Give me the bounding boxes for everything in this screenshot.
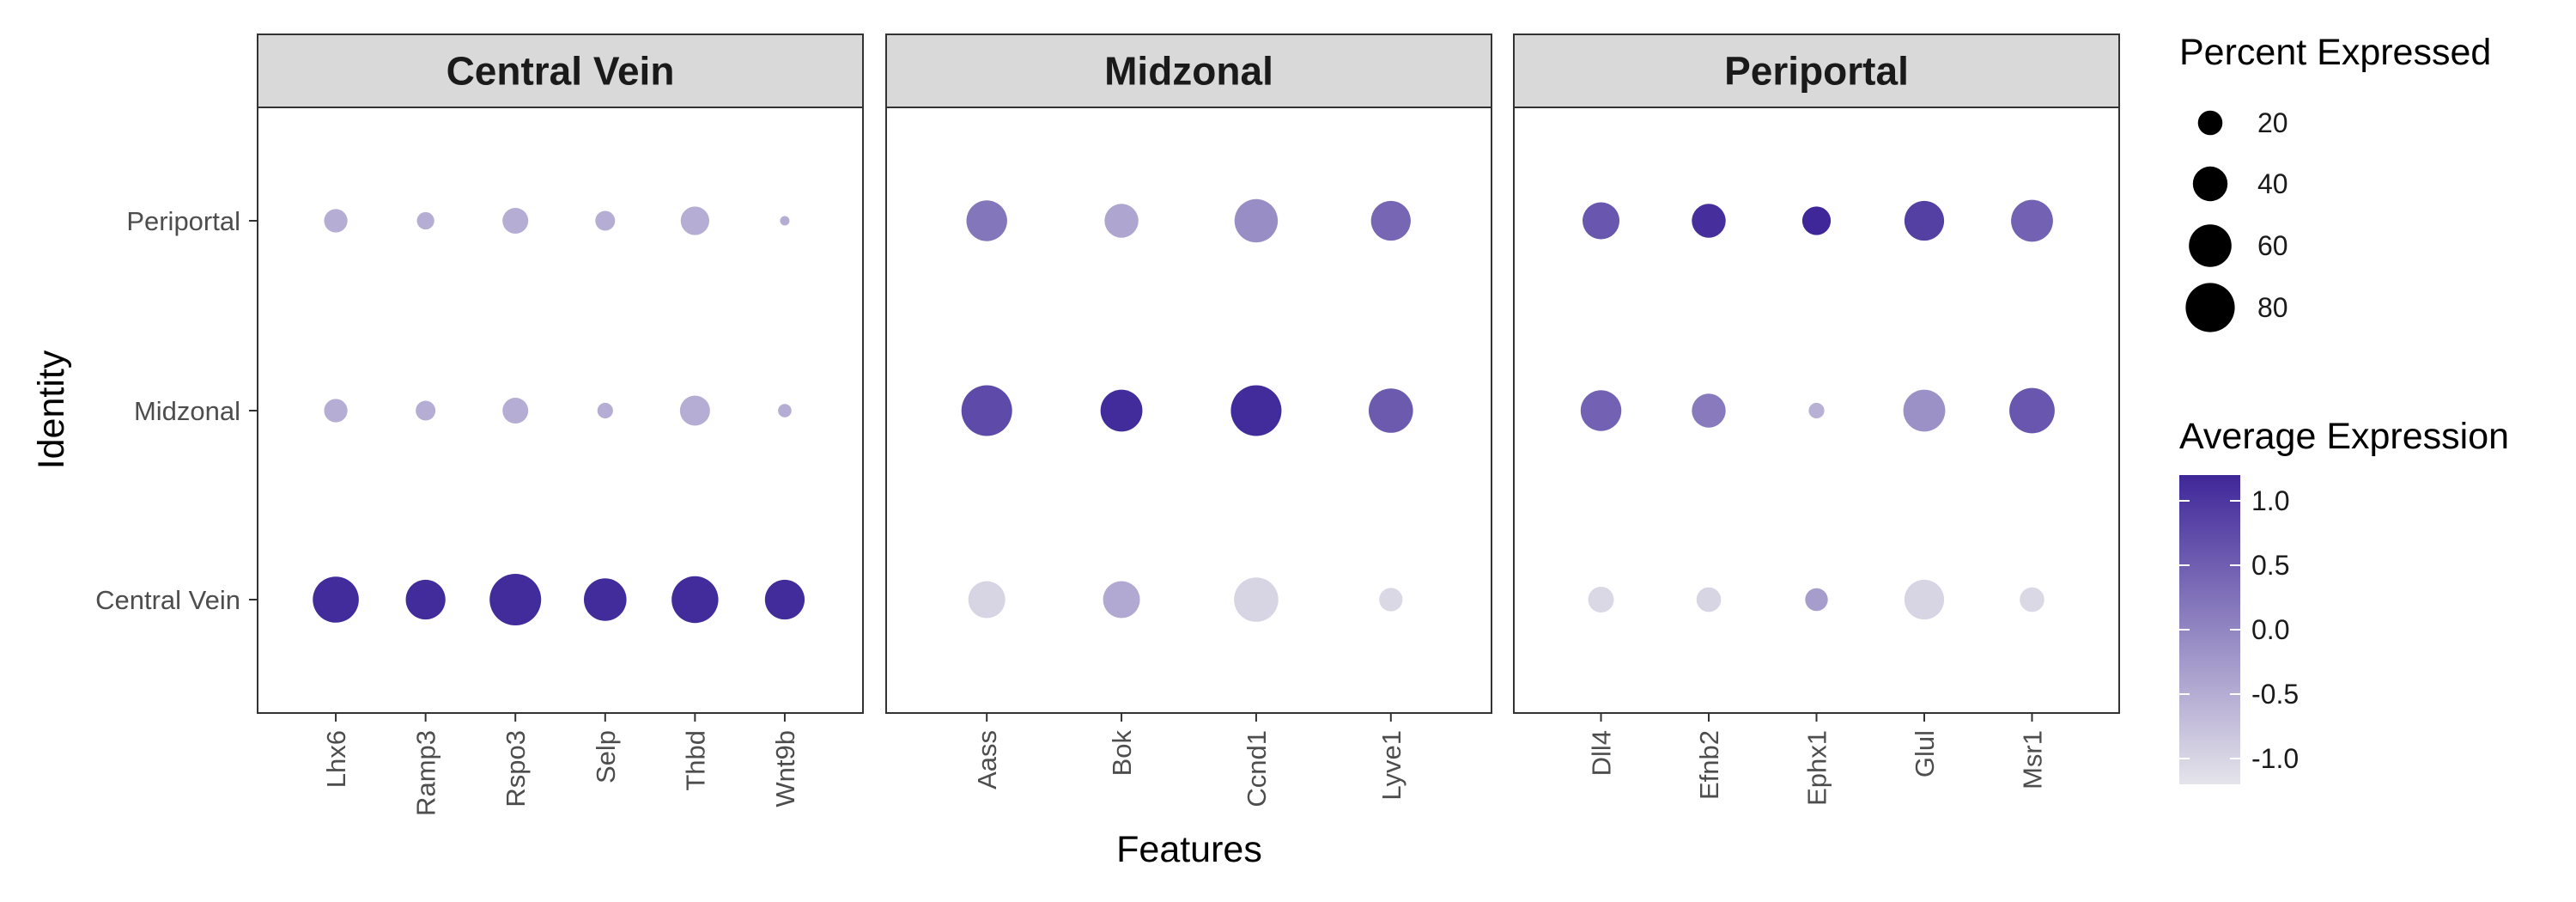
dot-aass-central-vein xyxy=(968,581,1005,619)
dot-rspo3-central-vein xyxy=(489,574,542,625)
dot-thbd-midzonal xyxy=(679,395,710,426)
y-axis-title: Identity xyxy=(31,350,72,469)
dot-bok-central-vein xyxy=(1103,581,1140,619)
dot-ephx1-central-vein xyxy=(1805,588,1828,612)
dot-efnb2-midzonal xyxy=(1692,393,1726,428)
dot-efnb2-central-vein xyxy=(1696,587,1722,613)
size-legend-label-60: 60 xyxy=(2257,230,2288,261)
color-legend-label: 0.5 xyxy=(2251,550,2289,581)
dot-bok-midzonal xyxy=(1100,389,1143,432)
y-tick-label-midzonal: Midzonal xyxy=(134,396,240,426)
x-tick-label-ephx1: Ephx1 xyxy=(1802,730,1832,806)
dot-lhx6-central-vein xyxy=(313,576,359,623)
size-legend-label-40: 40 xyxy=(2257,168,2288,199)
dot-aass-midzonal xyxy=(961,385,1012,436)
x-tick-label-bok: Bok xyxy=(1107,730,1137,777)
dot-lyve1-periportal xyxy=(1370,200,1411,241)
x-tick-label-rspo3: Rspo3 xyxy=(501,730,531,808)
y-tick-label-central-vein: Central Vein xyxy=(95,585,240,615)
x-tick-label-selp: Selp xyxy=(591,730,621,783)
dot-lhx6-periportal xyxy=(324,209,348,233)
color-legend-label: 0.0 xyxy=(2251,614,2289,645)
dot-thbd-central-vein xyxy=(671,576,719,624)
color-legend: Average Expression 1.0 0.5 0.0 -0.5 -1.0 xyxy=(2179,416,2509,784)
dot-glul-midzonal xyxy=(1903,389,1946,432)
size-legend-dot-60 xyxy=(2189,224,2232,267)
dot-glul-central-vein xyxy=(1904,579,1945,620)
dot-aass-periportal xyxy=(966,200,1007,241)
dot-lhx6-midzonal xyxy=(324,399,348,423)
dot-rspo3-periportal xyxy=(502,208,529,234)
color-legend-label: -1.0 xyxy=(2251,743,2299,774)
dot-bok-periportal xyxy=(1104,204,1139,238)
dot-msr1-central-vein xyxy=(2020,587,2044,613)
color-legend-title: Average Expression xyxy=(2179,416,2509,457)
dot-msr1-midzonal xyxy=(2009,387,2055,434)
dot-dll4-central-vein xyxy=(1588,587,1614,613)
dot-ephx1-periportal xyxy=(1801,206,1832,235)
color-legend-label: 1.0 xyxy=(2251,485,2289,516)
x-tick-label-glul: Glul xyxy=(1910,730,1940,777)
size-legend-dot-80 xyxy=(2185,283,2235,332)
x-tick-label-efnb2: Efnb2 xyxy=(1694,730,1724,800)
size-legend-dot-20 xyxy=(2197,110,2223,136)
dot-ramp3-periportal xyxy=(416,211,434,230)
size-legend-label-20: 20 xyxy=(2257,107,2288,138)
x-tick-label-wnt9b: Wnt9b xyxy=(770,730,800,808)
x-axis-title: Features xyxy=(1116,829,1262,870)
x-tick-label-msr1: Msr1 xyxy=(2017,730,2047,789)
facet-strip xyxy=(1513,34,2120,108)
facet-panel-central-vein: Central Vein Lhx6 Ramp3 Rspo3 Selp Thbd Wnt9b xyxy=(257,34,864,816)
x-tick-label-lhx6: Lhx6 xyxy=(321,730,351,788)
dot-dll4-periportal xyxy=(1583,202,1620,240)
facet-strip xyxy=(885,34,1492,108)
color-legend-label: -0.5 xyxy=(2251,679,2299,710)
dots xyxy=(313,198,2055,625)
dot-selp-central-vein xyxy=(583,578,627,621)
dot-ccnd1-midzonal xyxy=(1230,385,1282,436)
x-tick-label-ccnd1: Ccnd1 xyxy=(1242,730,1272,808)
facet-title: Central Vein xyxy=(447,49,675,94)
dot-rspo3-midzonal xyxy=(502,398,529,424)
x-tick-label-dll4: Dll4 xyxy=(1587,730,1617,776)
dot-ccnd1-periportal xyxy=(1234,198,1279,243)
dot-ramp3-midzonal xyxy=(416,400,436,421)
dot-glul-periportal xyxy=(1904,200,1945,241)
x-tick-label-lyve1: Lyve1 xyxy=(1376,730,1406,801)
y-axis: Central Vein Midzonal Periportal xyxy=(95,206,258,615)
size-legend-dot-40 xyxy=(2192,166,2228,202)
size-legend-label-80: 80 xyxy=(2257,292,2288,323)
dot-msr1-periportal xyxy=(2011,199,2053,242)
facet-panels: Central Vein Lhx6 Ramp3 Rspo3 Selp Thbd Wnt9b M… xyxy=(257,34,2120,816)
plot-panel xyxy=(257,107,864,714)
size-legend: Percent Expressed 20 40 60 80 xyxy=(2179,32,2491,332)
dot-efnb2-periportal xyxy=(1692,204,1726,238)
x-tick-label-thbd: Thbd xyxy=(680,730,710,791)
dot-wnt9b-central-vein xyxy=(764,579,805,620)
y-tick-label-periportal: Periportal xyxy=(126,206,240,236)
facet-title: Periportal xyxy=(1724,49,1909,94)
dot-dll4-midzonal xyxy=(1580,390,1622,431)
dot-wnt9b-midzonal xyxy=(778,404,792,417)
dot-wnt9b-periportal xyxy=(780,216,790,226)
dot-lyve1-midzonal xyxy=(1368,388,1413,433)
dot-selp-periportal xyxy=(595,210,616,231)
dot-ccnd1-central-vein xyxy=(1234,577,1279,622)
size-legend-title: Percent Expressed xyxy=(2179,32,2491,73)
x-tick-label-aass: Aass xyxy=(972,730,1002,789)
dot-ephx1-midzonal xyxy=(1808,402,1825,419)
dot-thbd-periportal xyxy=(680,206,709,235)
dot-ramp3-central-vein xyxy=(405,579,446,620)
dot-selp-midzonal xyxy=(597,402,613,419)
dot-lyve1-central-vein xyxy=(1379,588,1403,612)
facet-title: Midzonal xyxy=(1104,49,1273,94)
facet-strip xyxy=(257,34,864,108)
x-tick-label-ramp3: Ramp3 xyxy=(411,730,441,816)
